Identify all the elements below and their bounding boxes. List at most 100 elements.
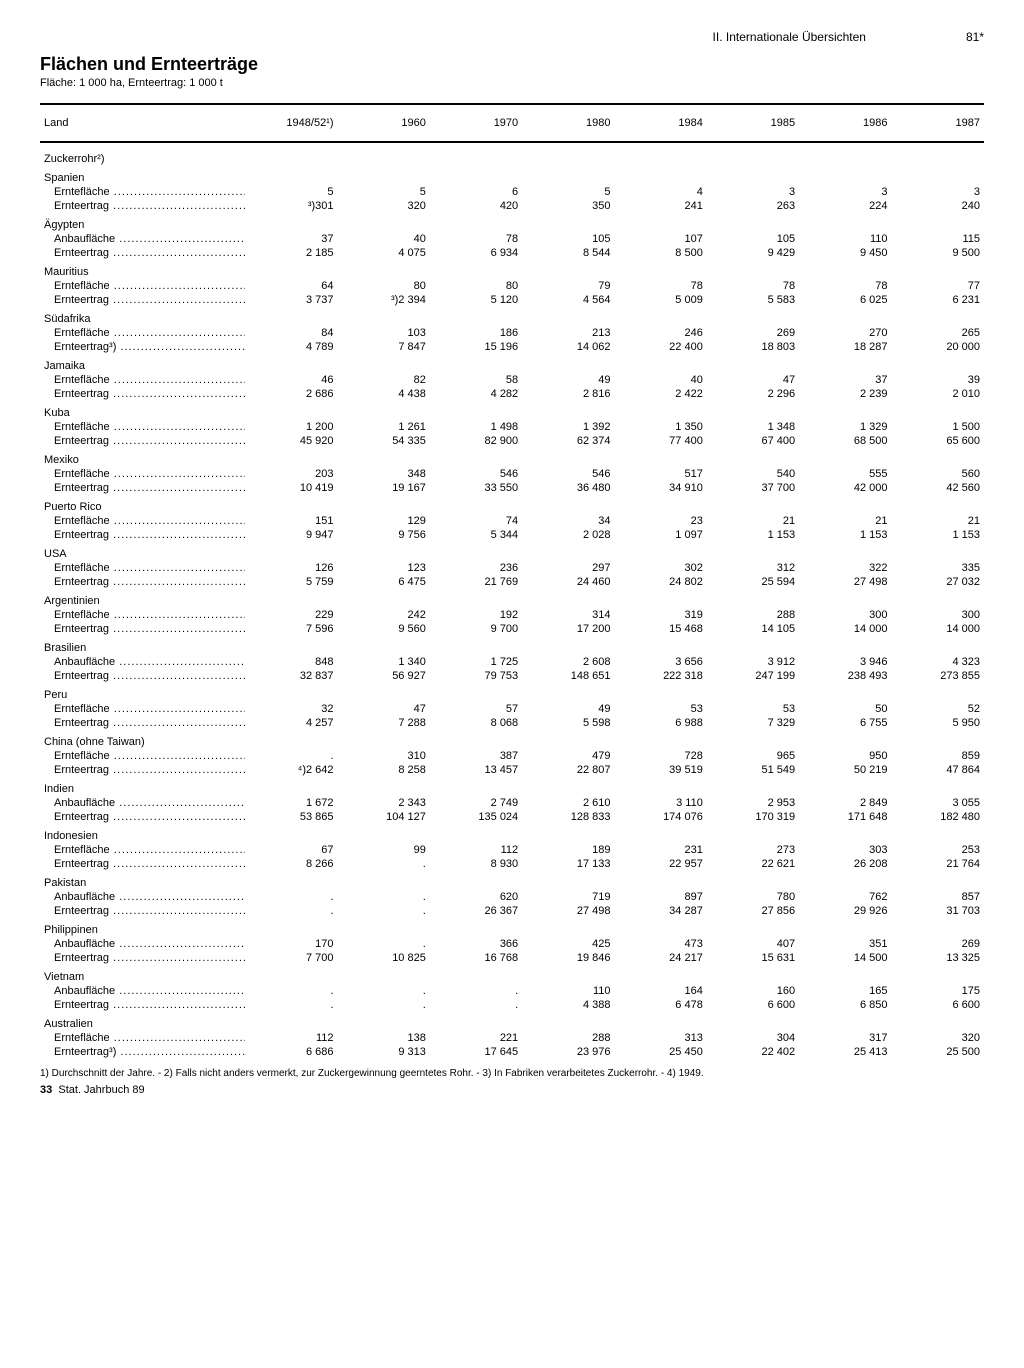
table-cell: 10 419 <box>245 481 337 495</box>
table-cell: 18 803 <box>707 340 799 354</box>
table-cell: 273 <box>707 843 799 857</box>
table-cell: 8 500 <box>615 246 707 260</box>
table-cell: 37 <box>799 373 891 387</box>
table-cell: 14 000 <box>799 622 891 636</box>
table-cell: . <box>338 857 430 871</box>
table-cell: 24 217 <box>615 951 707 965</box>
table-cell: 37 700 <box>707 481 799 495</box>
table-cell: 182 480 <box>891 810 984 824</box>
table-cell: 297 <box>522 561 614 575</box>
row-label: Erntefläche <box>40 420 245 434</box>
table-cell: 5 583 <box>707 293 799 307</box>
row-label: Ernteertrag <box>40 575 245 589</box>
table-cell: 4 075 <box>338 246 430 260</box>
table-cell: . <box>338 937 430 951</box>
row-label: Anbaufläche <box>40 984 245 998</box>
row-label: Erntefläche <box>40 514 245 528</box>
table-cell: 222 318 <box>615 669 707 683</box>
table-cell: 79 753 <box>430 669 522 683</box>
row-label: Anbaufläche <box>40 655 245 669</box>
column-header: 1984 <box>615 107 707 139</box>
table-cell: 39 519 <box>615 763 707 777</box>
row-label: Ernteertrag <box>40 763 245 777</box>
table-cell: 39 <box>891 373 984 387</box>
table-cell: 231 <box>615 843 707 857</box>
country-name: Vietnam <box>40 965 984 984</box>
table-cell: 8 068 <box>430 716 522 730</box>
table-cell: 479 <box>522 749 614 763</box>
table-cell: 174 076 <box>615 810 707 824</box>
data-table: Land1948/52¹)196019701980198419851986198… <box>40 103 984 1059</box>
row-label: Ernteertrag <box>40 528 245 542</box>
table-cell: 2 296 <box>707 387 799 401</box>
table-cell: 351 <box>799 937 891 951</box>
table-cell: 8 544 <box>522 246 614 260</box>
row-label: Ernteertrag <box>40 622 245 636</box>
table-cell: 17 645 <box>430 1045 522 1059</box>
table-cell: 2 849 <box>799 796 891 810</box>
table-cell: 34 910 <box>615 481 707 495</box>
table-cell: 15 468 <box>615 622 707 636</box>
table-cell: 171 648 <box>799 810 891 824</box>
row-label: Ernteertrag <box>40 904 245 918</box>
table-cell: 263 <box>707 199 799 213</box>
table-cell: 9 313 <box>338 1045 430 1059</box>
table-cell: . <box>338 904 430 918</box>
row-label: Ernteertrag <box>40 246 245 260</box>
table-cell: . <box>245 984 337 998</box>
row-label: Erntefläche <box>40 608 245 622</box>
table-cell: 78 <box>615 279 707 293</box>
table-cell: 34 287 <box>615 904 707 918</box>
table-cell: 78 <box>430 232 522 246</box>
table-cell: 546 <box>430 467 522 481</box>
table-cell: 1 725 <box>430 655 522 669</box>
table-cell: 80 <box>430 279 522 293</box>
table-cell: 2 010 <box>891 387 984 401</box>
table-cell: 1 392 <box>522 420 614 434</box>
column-header: 1980 <box>522 107 614 139</box>
table-cell: 1 153 <box>799 528 891 542</box>
table-cell: 50 219 <box>799 763 891 777</box>
table-cell: 3 737 <box>245 293 337 307</box>
table-cell: 15 196 <box>430 340 522 354</box>
row-label: Erntefläche <box>40 467 245 481</box>
table-cell: 246 <box>615 326 707 340</box>
table-cell: 24 460 <box>522 575 614 589</box>
table-cell: 1 340 <box>338 655 430 669</box>
row-label: Anbaufläche <box>40 232 245 246</box>
table-cell: ³)301 <box>245 199 337 213</box>
table-cell: 857 <box>891 890 984 904</box>
table-cell: 6 025 <box>799 293 891 307</box>
row-label: Erntefläche <box>40 702 245 716</box>
table-cell: 312 <box>707 561 799 575</box>
table-cell: 300 <box>891 608 984 622</box>
table-cell: 77 <box>891 279 984 293</box>
table-cell: 265 <box>891 326 984 340</box>
page-subtitle: Fläche: 1 000 ha, Ernteertrag: 1 000 t <box>40 77 984 89</box>
table-cell: 126 <box>245 561 337 575</box>
country-name: Kuba <box>40 401 984 420</box>
table-cell: 25 450 <box>615 1045 707 1059</box>
section-header: II. Internationale Übersichten <box>713 30 866 44</box>
table-cell: 247 199 <box>707 669 799 683</box>
table-cell: 32 837 <box>245 669 337 683</box>
table-cell: . <box>245 904 337 918</box>
table-cell: 9 429 <box>707 246 799 260</box>
table-cell: 473 <box>615 937 707 951</box>
table-cell: 56 927 <box>338 669 430 683</box>
table-cell: 105 <box>522 232 614 246</box>
table-cell: 9 450 <box>799 246 891 260</box>
table-cell: 160 <box>707 984 799 998</box>
table-cell: 304 <box>707 1031 799 1045</box>
table-cell: 7 596 <box>245 622 337 636</box>
row-label: Ernteertrag <box>40 434 245 448</box>
table-cell: . <box>338 998 430 1012</box>
table-cell: 53 <box>615 702 707 716</box>
table-cell: 2 028 <box>522 528 614 542</box>
table-cell: 302 <box>615 561 707 575</box>
table-cell: 6 686 <box>245 1045 337 1059</box>
table-cell: 6 934 <box>430 246 522 260</box>
row-label: Ernteertrag <box>40 857 245 871</box>
table-cell: 62 374 <box>522 434 614 448</box>
table-cell: 135 024 <box>430 810 522 824</box>
